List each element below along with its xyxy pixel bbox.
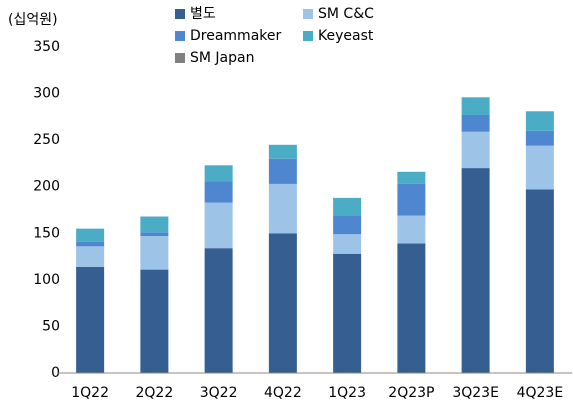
bar-segment — [204, 165, 233, 182]
x-tick-label: 1Q22 — [71, 385, 109, 401]
bar-segment — [525, 145, 554, 190]
bar-segment — [333, 215, 362, 235]
legend-swatch — [175, 53, 185, 63]
bar-segment — [397, 215, 426, 244]
legend-swatch — [303, 31, 313, 41]
bar-segment — [461, 131, 490, 169]
legend-label: Keyeast — [318, 28, 374, 44]
bar-segment — [333, 197, 362, 216]
bar-segment — [140, 269, 169, 373]
legend-swatch — [303, 9, 313, 19]
bar-segment — [268, 183, 297, 234]
legend-swatch — [175, 9, 185, 19]
x-tick-label: 1Q23 — [328, 385, 366, 401]
bar-segment — [333, 234, 362, 254]
bar-segment — [76, 241, 105, 247]
bar-segment — [204, 202, 233, 249]
y-tick-label: 150 — [33, 225, 60, 241]
bar-segment — [268, 158, 297, 184]
x-tick-label: 2Q22 — [136, 385, 174, 401]
bar-segment — [525, 111, 554, 131]
y-tick-label: 0 — [51, 365, 60, 381]
bar-segment — [268, 144, 297, 159]
x-tick-label: 3Q22 — [200, 385, 238, 401]
y-tick-label: 50 — [42, 318, 60, 334]
x-tick-label: 2Q23P — [388, 385, 434, 401]
x-tick-label: 4Q22 — [264, 385, 302, 401]
bar-segment — [525, 189, 554, 373]
y-tick-label: 200 — [33, 179, 60, 195]
bar-segment — [76, 246, 105, 267]
bar-segment — [140, 236, 169, 270]
bar-segment — [397, 243, 426, 373]
x-tick-label: 3Q23E — [452, 385, 499, 401]
bar-segment — [76, 228, 105, 242]
bar-segment — [268, 233, 297, 373]
x-tick-label: 4Q23E — [517, 385, 564, 401]
bar-segment — [397, 171, 426, 184]
legend-label: 별도 — [190, 6, 216, 22]
bar-segment — [397, 183, 426, 216]
bar-segment — [204, 181, 233, 203]
bar-segment — [461, 168, 490, 373]
y-tick-label: 100 — [33, 272, 60, 288]
y-axis-label: (십억원) — [8, 12, 58, 28]
bar-segment — [461, 114, 490, 132]
bar-segment — [461, 97, 490, 115]
legend-label: Dreammaker — [190, 28, 281, 44]
bar-segment — [333, 253, 362, 373]
legend-label: SM Japan — [190, 50, 254, 66]
bar-segment — [525, 130, 554, 146]
bar-segment — [76, 266, 105, 373]
bar-segment — [204, 248, 233, 373]
y-tick-label: 250 — [33, 132, 60, 148]
legend-label: SM C&C — [318, 6, 374, 22]
bar-segment — [140, 216, 169, 233]
y-tick-label: 300 — [33, 86, 60, 102]
y-tick-label: 350 — [33, 39, 60, 55]
legend-swatch — [175, 31, 185, 41]
bar-segment — [140, 232, 169, 237]
